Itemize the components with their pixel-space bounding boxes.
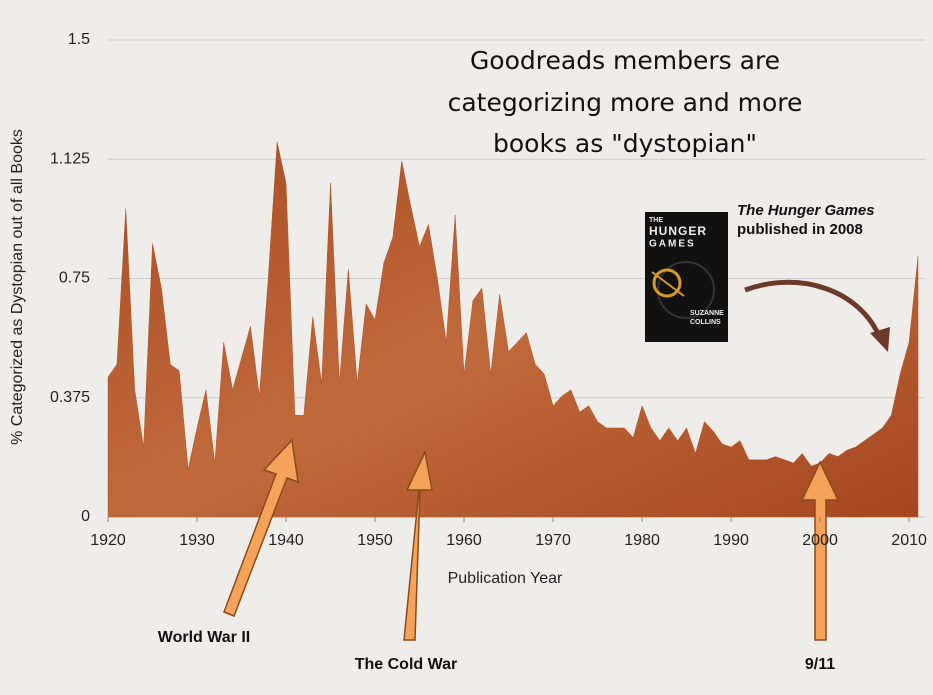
cover-ring xyxy=(657,261,715,319)
arrow xyxy=(800,460,840,641)
annotation-label: World War II xyxy=(158,629,250,646)
x-tick-label: 1990 xyxy=(713,532,749,549)
curved-arrow xyxy=(744,279,883,339)
cover-text: THE xyxy=(649,217,663,224)
y-tick-label: 0.375 xyxy=(50,389,90,406)
cover-text: SUZANNE xyxy=(690,310,724,317)
title-line: categorizing more and more xyxy=(448,88,803,117)
arrow xyxy=(403,449,433,641)
curved-arrow-head xyxy=(870,327,890,352)
x-tick-label: 1920 xyxy=(90,532,126,549)
y-axis-label: % Categorized as Dystopian out of all Bo… xyxy=(9,129,26,445)
book-cover: THE HUNGER GAMES SUZANNE COLLINS xyxy=(645,212,728,342)
annotation-label: 9/11 xyxy=(805,656,835,673)
x-tick-label: 1960 xyxy=(446,532,482,549)
x-tick-label: 1930 xyxy=(179,532,215,549)
cover-text: COLLINS xyxy=(690,319,721,326)
x-tick-label: 1980 xyxy=(624,532,660,549)
x-tick-label: 2000 xyxy=(802,532,838,549)
y-tick-label: 0 xyxy=(81,508,90,525)
x-tick-label: 2010 xyxy=(891,532,927,549)
annotation-text: published in 2008 xyxy=(737,221,863,238)
x-tick-label: 1970 xyxy=(535,532,571,549)
x-axis-label: Publication Year xyxy=(448,570,563,587)
y-tick-label: 1.125 xyxy=(50,150,90,167)
cover-text: HUNGER xyxy=(649,224,707,238)
cover-emblem xyxy=(652,268,682,298)
cover-arrow xyxy=(651,271,685,297)
area xyxy=(107,141,919,518)
cover-text: GAMES xyxy=(649,239,696,250)
arrow xyxy=(223,438,299,617)
y-tick-label: 0.75 xyxy=(59,270,90,287)
x-tick-label: 1950 xyxy=(357,532,393,549)
plot xyxy=(107,141,919,518)
title-line: books as "dystopian" xyxy=(493,129,757,158)
title-line: Goodreads members are xyxy=(470,46,780,75)
annotation-label: The Cold War xyxy=(355,656,458,673)
y-tick-label: 1.5 xyxy=(68,31,90,48)
annotation-title: The Hunger Games xyxy=(737,202,875,219)
x-tick-label: 1940 xyxy=(268,532,304,549)
